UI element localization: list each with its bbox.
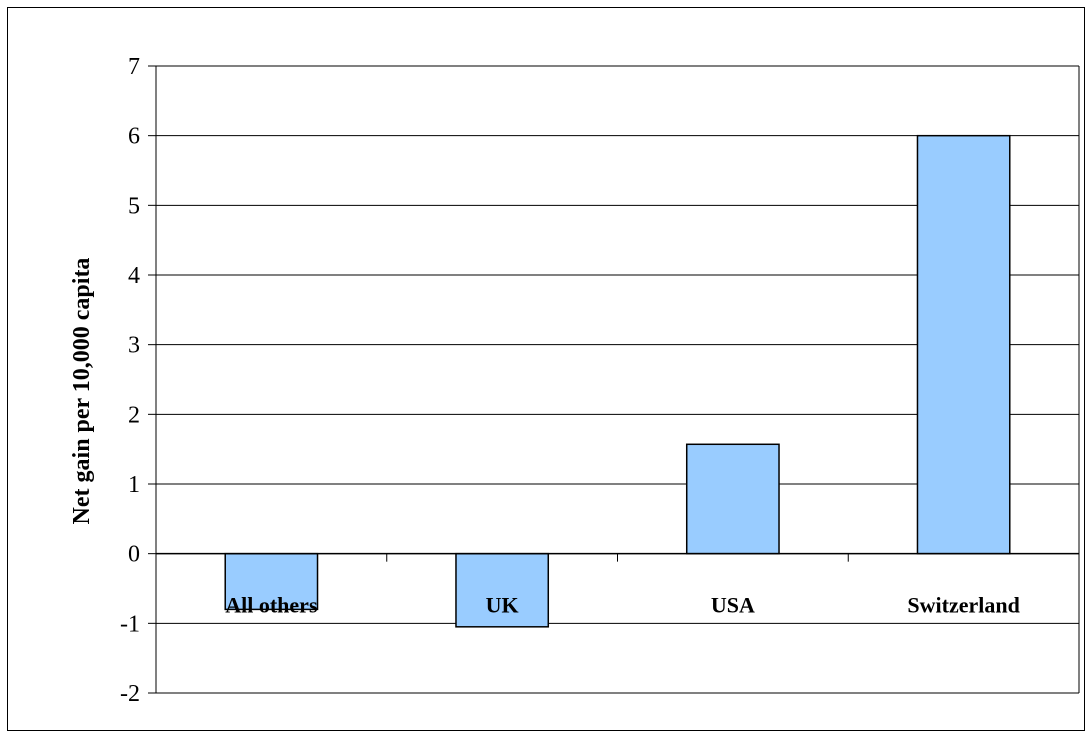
- bar-switzerland: [916, 134, 1011, 555]
- category-label: All others: [225, 593, 318, 618]
- bar-usa: [685, 443, 780, 555]
- category-label: Switzerland: [907, 593, 1019, 618]
- y-tick-label: 3: [128, 333, 140, 359]
- y-axis-title: Net gain per 10,000 capita: [69, 258, 95, 525]
- y-tick-label: 4: [128, 263, 140, 289]
- y-tick-label: 5: [128, 193, 140, 219]
- y-tick-label: -2: [120, 681, 140, 707]
- y-tick-label: 1: [128, 472, 140, 498]
- category-label: USA: [711, 593, 755, 618]
- category-label: UK: [486, 593, 519, 618]
- y-tick-label: 0: [128, 542, 140, 568]
- y-tick-label: -1: [120, 611, 140, 637]
- chart-frame: -2 -1 0 1 2 3 4 5 6 7 All others UK USA Switzerland …: [7, 7, 1085, 731]
- y-tick-label: 6: [128, 124, 140, 150]
- y-tick-label: 7: [128, 54, 140, 80]
- y-tick-label: 2: [128, 402, 140, 428]
- y-tick-labels: -2 -1 0 1 2 3 4 5 6 7: [120, 54, 140, 707]
- bar-uk: [455, 552, 550, 628]
- axes: [148, 65, 1080, 694]
- category-labels: All others UK USA Switzerland: [225, 593, 1020, 618]
